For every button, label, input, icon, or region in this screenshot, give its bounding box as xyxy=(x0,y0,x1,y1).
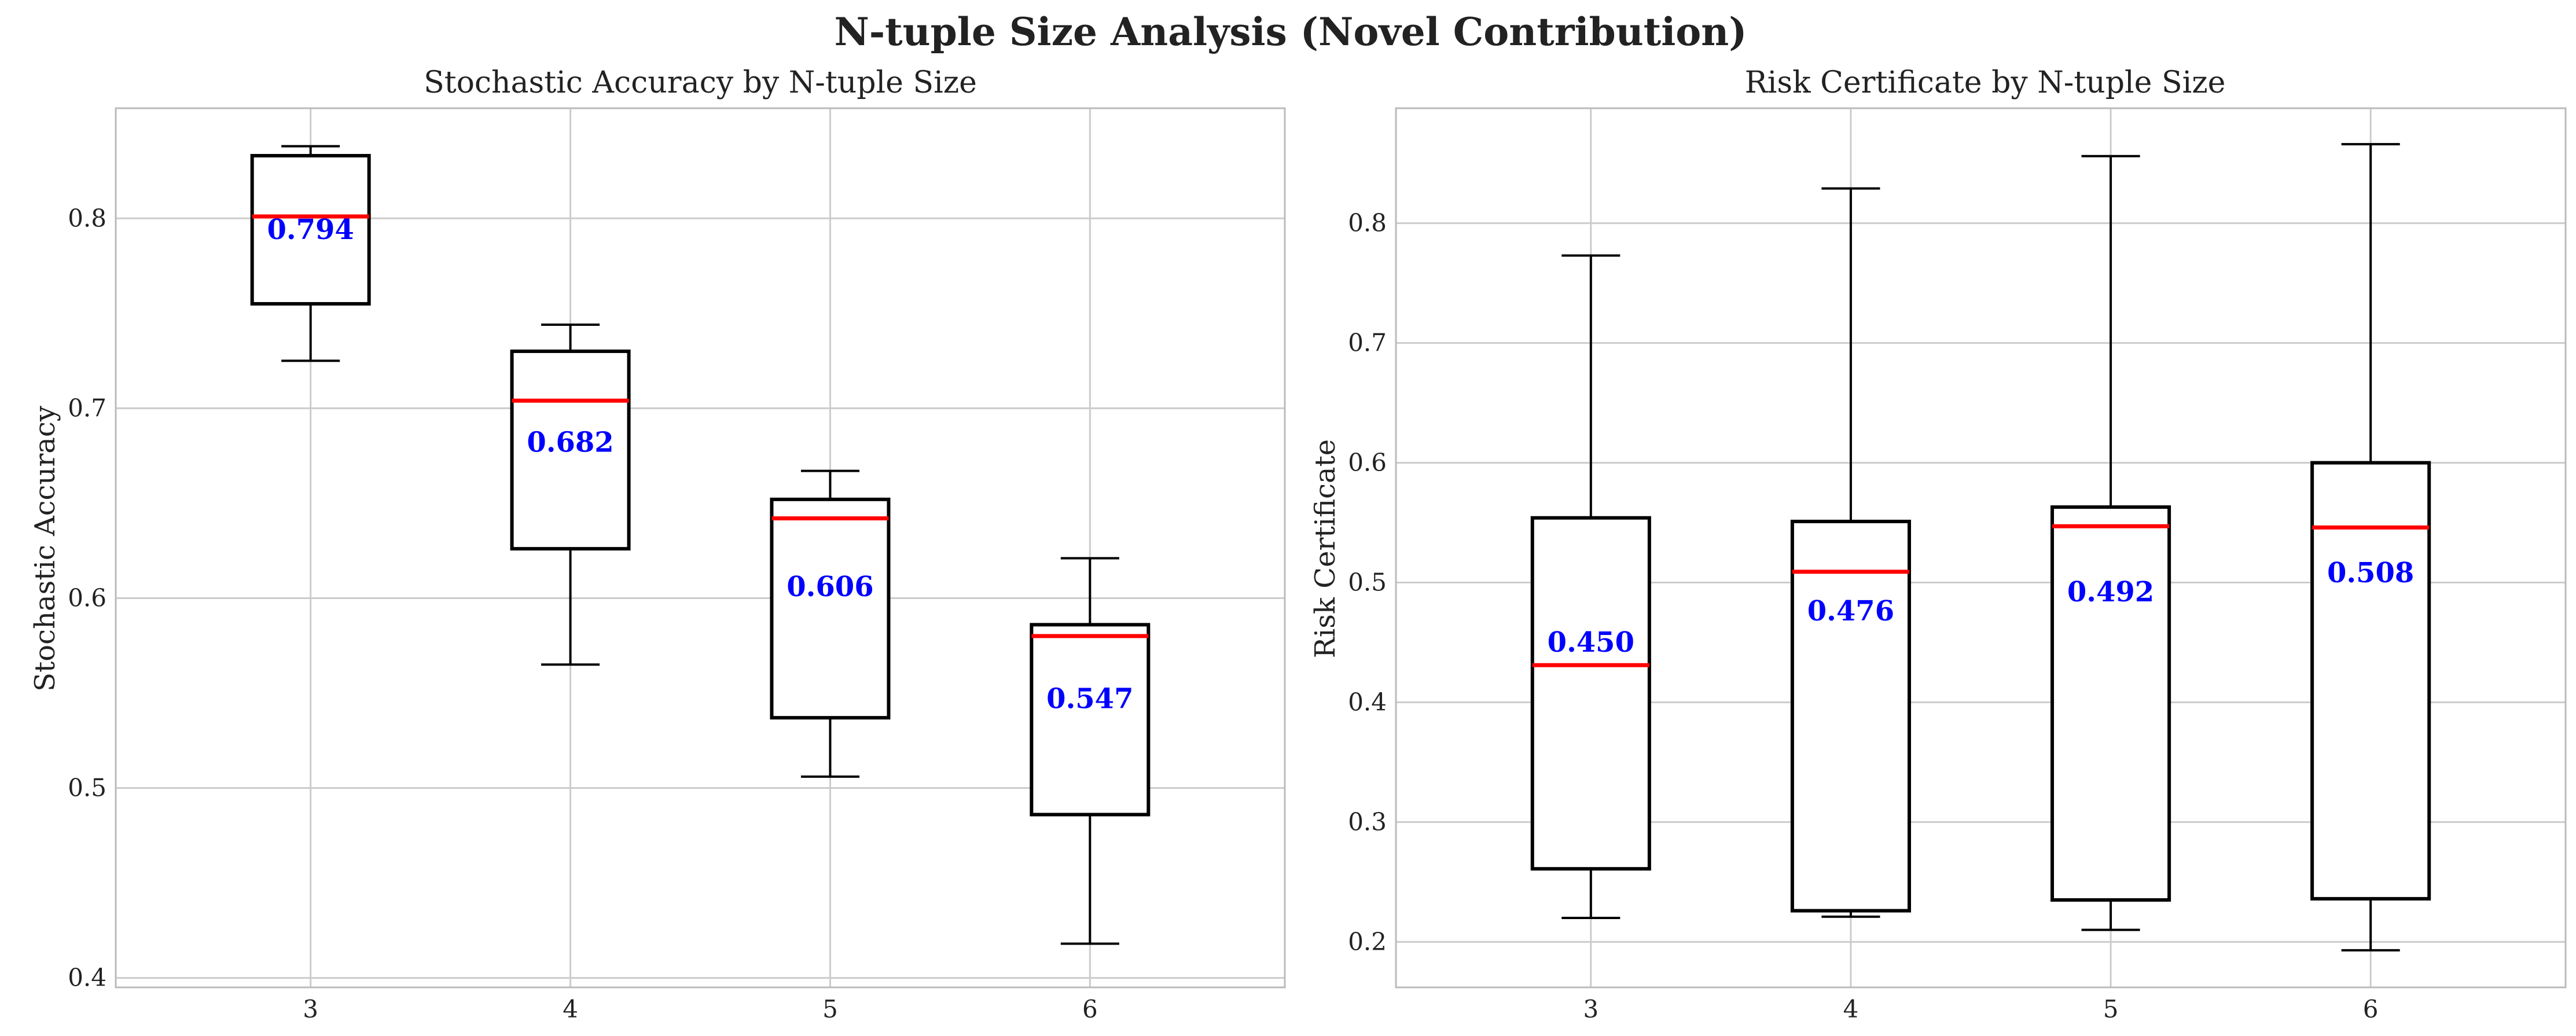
mean-label: 0.476 xyxy=(1807,595,1894,627)
accuracy-y-tick-label: 0.4 xyxy=(68,964,106,992)
accuracy-y-tick-label: 0.7 xyxy=(68,394,106,422)
accuracy-y-tick-label: 0.6 xyxy=(68,583,106,612)
accuracy-box-3: 0.794 xyxy=(250,145,371,362)
mean-label: 0.606 xyxy=(787,571,873,603)
risk-box-3: 0.450 xyxy=(1530,254,1651,919)
accuracy-box-6: 0.547 xyxy=(1030,557,1151,945)
mean-label: 0.508 xyxy=(2327,557,2414,589)
mean-label: 0.492 xyxy=(2067,576,2154,608)
risk-y-tick-label: 0.8 xyxy=(1348,209,1387,237)
accuracy-x-tick-label: 5 xyxy=(822,995,838,1023)
risk-x-tick-label: 3 xyxy=(1583,995,1598,1023)
risk-y-tick-label: 0.6 xyxy=(1348,449,1387,477)
risk-y-tick-label: 0.4 xyxy=(1348,688,1387,716)
risk-y-tick-label: 0.7 xyxy=(1348,329,1387,357)
accuracy-panel: Stochastic Accuracy by N-tuple Size Stoc… xyxy=(29,65,1286,1023)
risk-box-5: 0.492 xyxy=(2050,155,2171,931)
mean-label: 0.547 xyxy=(1046,682,1133,715)
risk-chart-title: Risk Certificate by N-tuple Size xyxy=(1745,65,2226,100)
mean-label: 0.794 xyxy=(267,214,354,246)
accuracy-y-tick-label: 0.5 xyxy=(68,774,106,802)
iqr-box xyxy=(1530,516,1651,871)
iqr-box xyxy=(1030,623,1151,817)
accuracy-x-tick-label: 4 xyxy=(563,995,578,1023)
accuracy-x-tick-label: 3 xyxy=(303,995,318,1023)
accuracy-box-5: 0.606 xyxy=(770,469,891,778)
risk-x-tick-label: 4 xyxy=(1843,995,1859,1023)
iqr-box xyxy=(510,349,631,551)
figure-title: N-tuple Size Analysis (Novel Contributio… xyxy=(834,9,1747,54)
risk-y-axis-label: Risk Certificate xyxy=(1309,439,1342,658)
risk-y-tick-label: 0.3 xyxy=(1348,807,1387,836)
accuracy-box-4: 0.682 xyxy=(510,324,631,666)
risk-panel: Risk Certificate by N-tuple Size Risk Ce… xyxy=(1309,65,2567,1023)
accuracy-plot-frame xyxy=(115,107,1286,989)
accuracy-x-tick-label: 6 xyxy=(1082,995,1098,1023)
mean-label: 0.682 xyxy=(527,426,613,458)
iqr-box xyxy=(1790,519,1911,913)
risk-box-4: 0.476 xyxy=(1790,187,1911,918)
risk-box-6: 0.508 xyxy=(2310,143,2431,951)
accuracy-y-tick-label: 0.8 xyxy=(68,204,106,232)
mean-label: 0.450 xyxy=(1548,626,1634,659)
risk-x-tick-label: 5 xyxy=(2103,995,2119,1023)
risk-y-tick-label: 0.2 xyxy=(1348,927,1387,956)
iqr-box xyxy=(2050,505,2171,902)
risk-x-tick-label: 6 xyxy=(2363,995,2379,1023)
iqr-box xyxy=(2310,461,2431,901)
risk-plot-frame xyxy=(1395,107,2567,989)
accuracy-chart-title: Stochastic Accuracy by N-tuple Size xyxy=(424,65,977,100)
iqr-box xyxy=(250,154,371,306)
iqr-box xyxy=(770,497,891,720)
risk-y-tick-label: 0.5 xyxy=(1348,568,1387,597)
accuracy-y-axis-label: Stochastic Accuracy xyxy=(29,406,61,692)
